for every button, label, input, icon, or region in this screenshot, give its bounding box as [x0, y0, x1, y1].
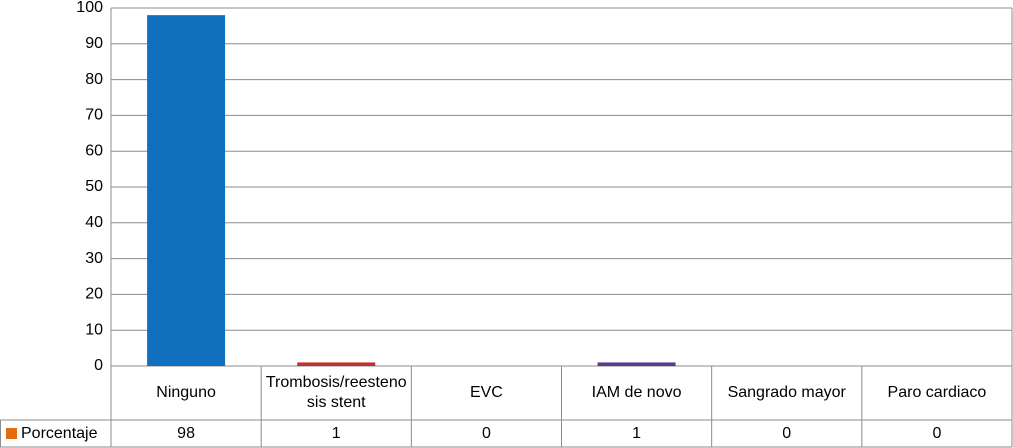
y-tick-label: 30 — [85, 250, 103, 267]
y-tick-label: 80 — [85, 71, 103, 88]
y-tick-label: 100 — [76, 0, 103, 16]
bar — [147, 15, 226, 366]
x-tick-label: Trombosis/reestenosis stent — [265, 374, 407, 411]
y-tick-label: 70 — [85, 107, 103, 124]
x-tick-label: EVC — [469, 384, 503, 401]
bar — [597, 362, 676, 366]
x-tick-label: Paro cardiaco — [887, 384, 987, 401]
y-tick-label: 10 — [85, 321, 103, 338]
y-tick-label: 60 — [85, 142, 103, 159]
legend-marker — [6, 428, 17, 439]
table-value: 0 — [932, 424, 942, 442]
x-tick-label: Ninguno — [156, 384, 216, 401]
y-tick-label: 20 — [85, 286, 103, 303]
x-tick-label: IAM de novo — [591, 384, 682, 401]
table-value: 1 — [632, 424, 642, 442]
y-tick-label: 0 — [94, 357, 103, 374]
bar — [297, 362, 376, 366]
table-value: 98 — [177, 424, 195, 442]
y-tick-label: 50 — [85, 178, 103, 195]
y-tick-label: 90 — [85, 35, 103, 52]
x-tick-label: Sangrado mayor — [727, 384, 846, 401]
table-value: 0 — [782, 424, 792, 442]
y-tick-label: 40 — [85, 214, 103, 231]
table-value: 1 — [331, 424, 341, 442]
legend-label: Porcentaje — [21, 425, 98, 442]
table-value: 0 — [481, 424, 491, 442]
